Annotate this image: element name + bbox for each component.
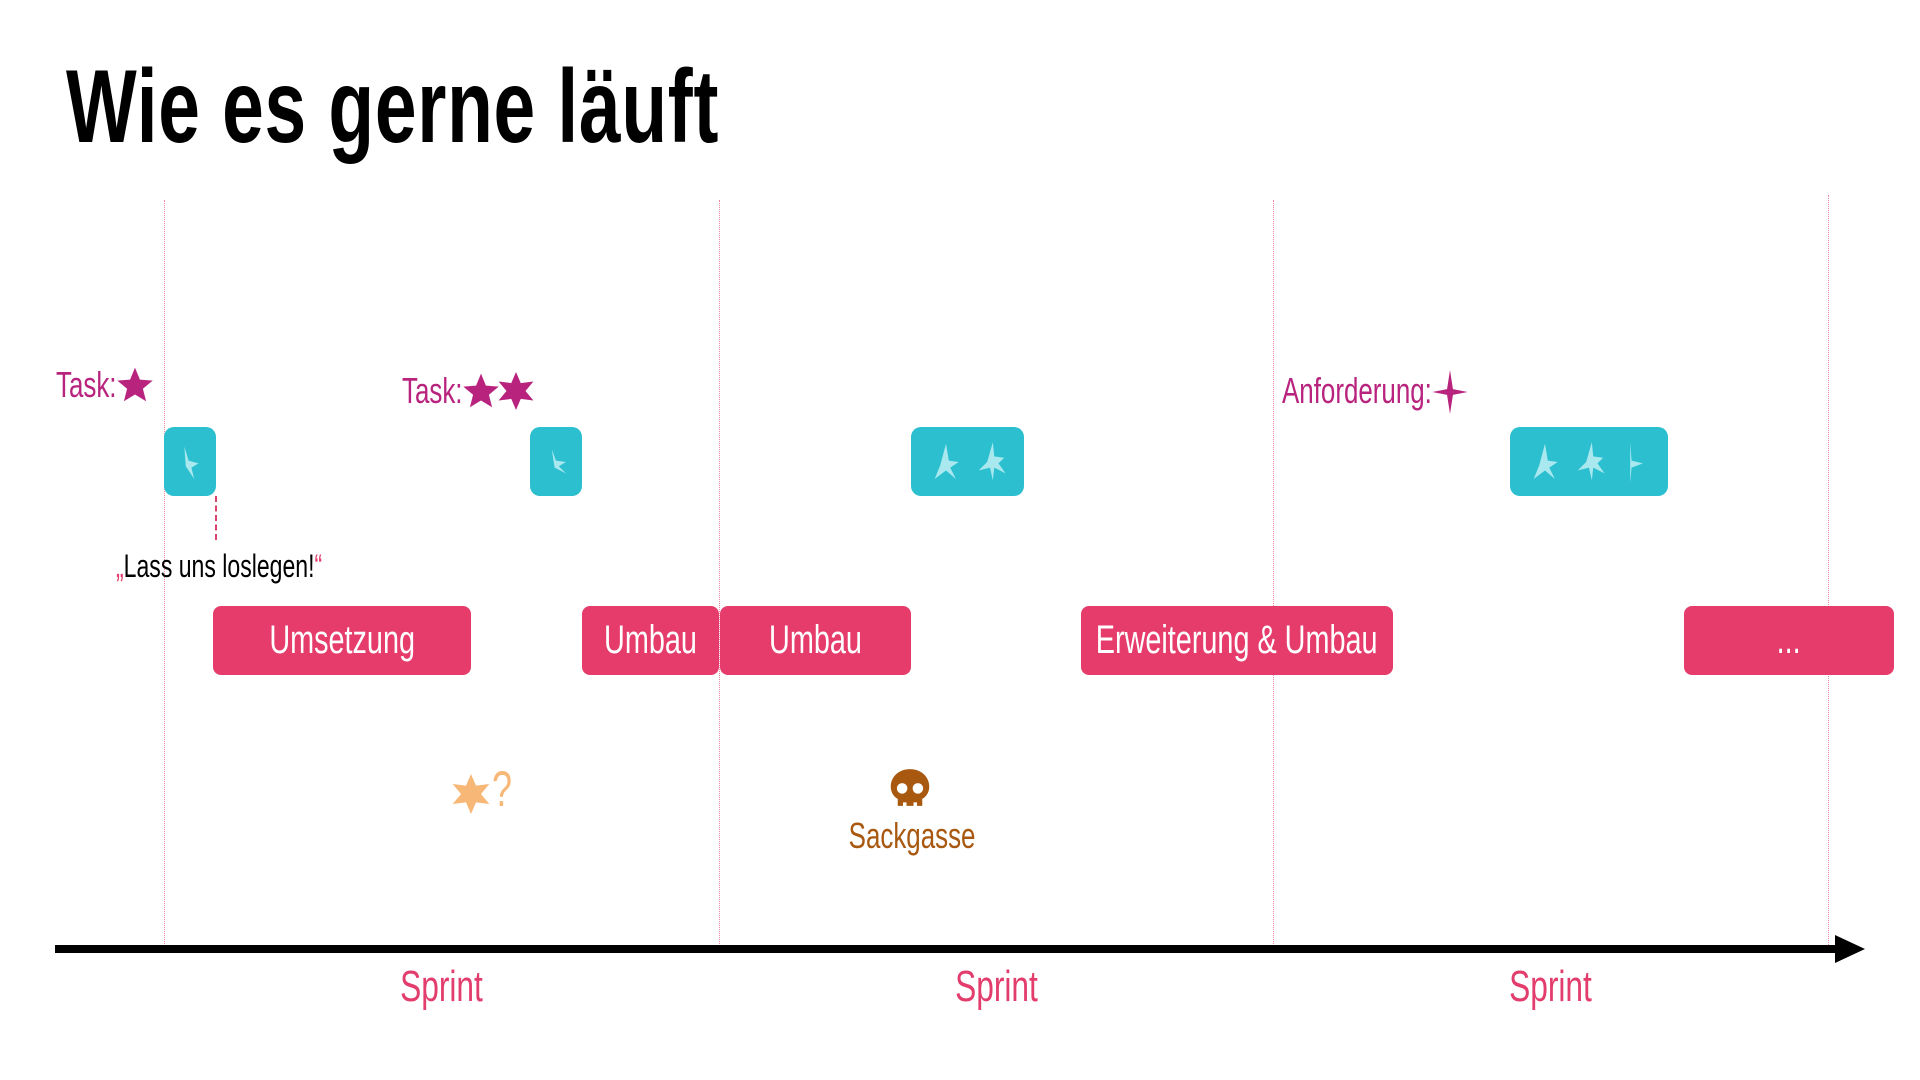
sprint-divider xyxy=(719,200,720,950)
phase-bar: Erweiterung & Umbau xyxy=(1081,606,1393,675)
star-icon xyxy=(117,367,153,402)
question-mark: ? xyxy=(492,761,513,817)
partial-star-icon xyxy=(184,445,199,479)
task-box xyxy=(1510,427,1668,496)
phase-bar: Umbau xyxy=(720,606,911,675)
timeline-axis xyxy=(55,945,1840,953)
task-box xyxy=(530,427,582,496)
sprint-divider xyxy=(1273,200,1274,950)
partial-star-icon xyxy=(1577,441,1605,480)
star-icon xyxy=(463,373,499,408)
sparkle-icon xyxy=(1432,370,1468,414)
task-box xyxy=(911,427,1024,496)
partial-star-icon xyxy=(1533,443,1558,479)
partial-star-icon xyxy=(551,448,566,473)
phase-bar: ... xyxy=(1684,606,1894,675)
partial-star-icon xyxy=(1630,441,1643,483)
sprint-label: Sprint xyxy=(399,962,483,1011)
sprint-label: Sprint xyxy=(954,962,1038,1011)
page-title: Wie es gerne läuft xyxy=(66,49,720,165)
partial-star-icon xyxy=(934,443,959,479)
task-label: Task: xyxy=(56,364,153,406)
six-point-star-icon xyxy=(452,774,490,814)
sprint-label: Sprint xyxy=(1508,962,1592,1011)
phase-bar: Umbau xyxy=(582,606,719,675)
partial-star-icon xyxy=(978,441,1006,480)
dead-end-label: Sackgasse xyxy=(848,815,976,856)
sprint-divider xyxy=(1828,195,1829,945)
task-label: Task: xyxy=(402,370,534,412)
quote-text: „Lass uns loslegen!“ xyxy=(116,548,323,584)
skull-icon xyxy=(890,769,930,806)
arrow-head-icon xyxy=(1835,935,1865,963)
sprint-divider xyxy=(164,200,165,950)
phase-bar: Umsetzung xyxy=(213,606,471,675)
task-box xyxy=(164,427,216,496)
six-point-star-icon xyxy=(498,372,534,410)
requirement-label: Anforderung: xyxy=(1282,370,1490,414)
callout-line xyxy=(215,496,217,540)
